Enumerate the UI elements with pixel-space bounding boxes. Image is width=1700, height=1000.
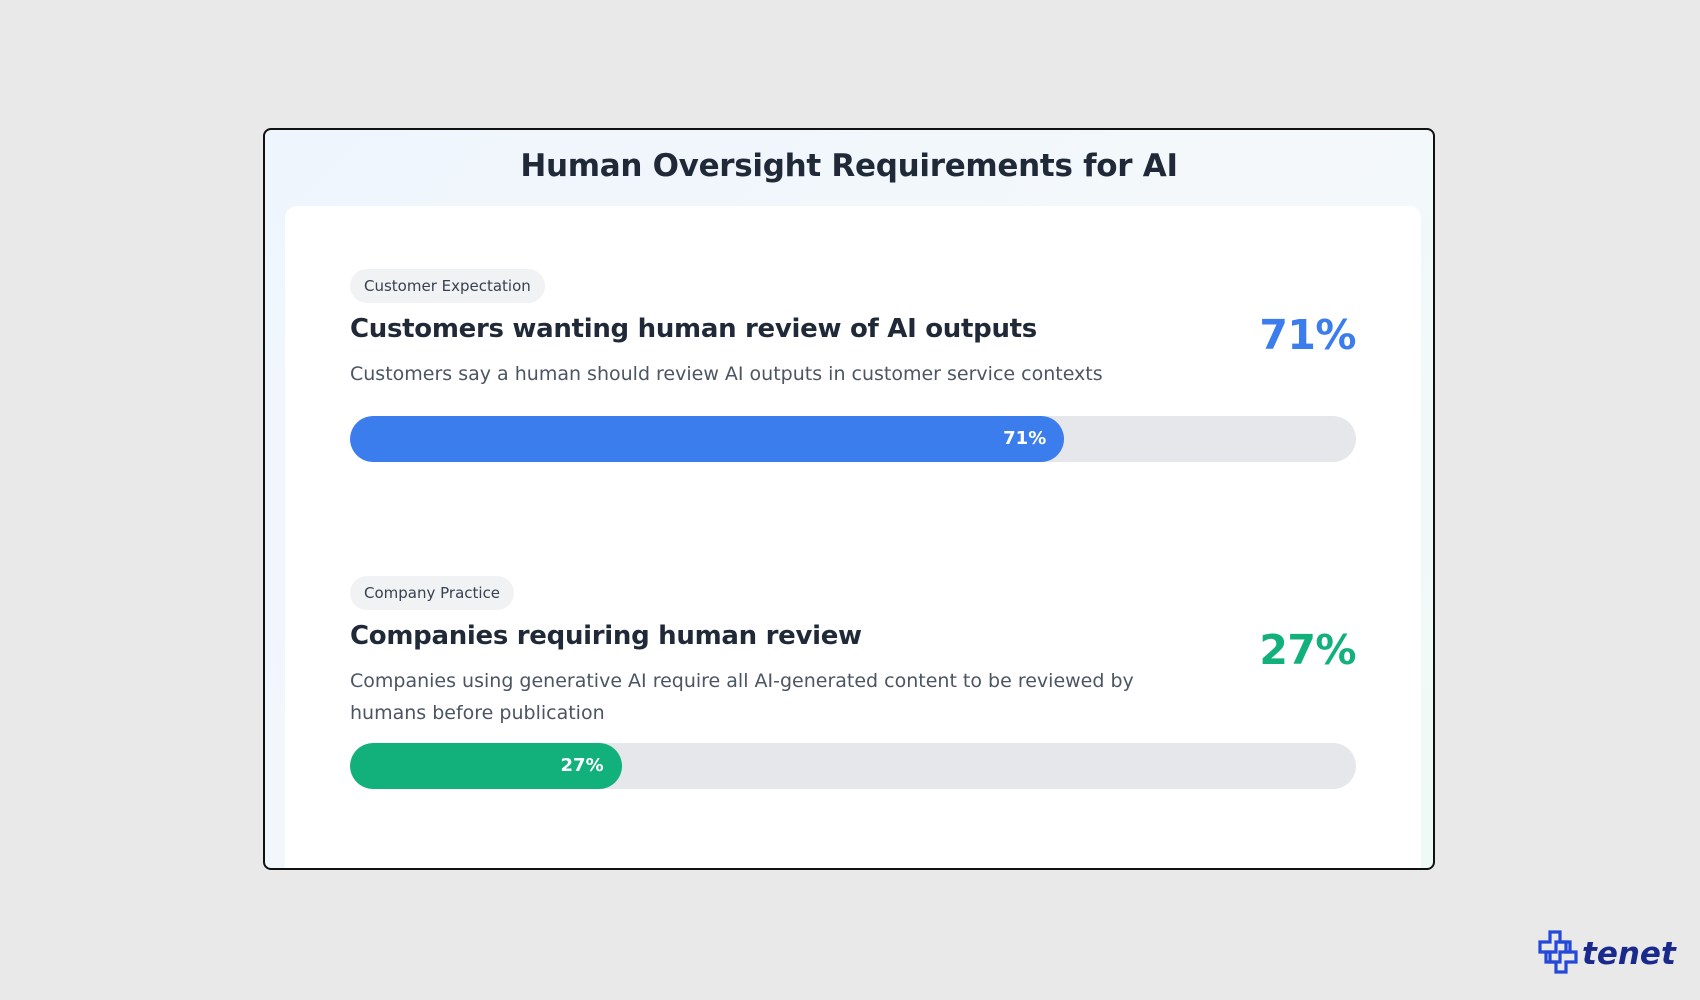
progress-bar-fill: 71%	[350, 416, 1065, 462]
logo-wordmark: tenet	[1582, 936, 1677, 972]
metric-value: 27%	[1259, 626, 1356, 674]
metric-card-customer-expectation: Customer Expectation Customers wanting h…	[350, 269, 1356, 462]
progress-bar-fill: 27%	[350, 743, 622, 789]
metric-description: Companies using generative AI require al…	[350, 670, 1134, 724]
page-title: Human Oversight Requirements for AI	[520, 148, 1178, 184]
progress-bar-label: 27%	[560, 755, 604, 776]
progress-bar-label: 71%	[1003, 428, 1047, 449]
metrics-panel: Customer Expectation Customers wanting h…	[285, 206, 1421, 868]
category-badge: Customer Expectation	[350, 269, 545, 303]
metric-title: Companies requiring human review	[350, 621, 862, 651]
tenet-cross-logo-icon: tenet	[1538, 930, 1677, 974]
metric-card-company-practice: Company Practice Companies requiring hum…	[350, 576, 1356, 789]
progress-track: 71%	[350, 416, 1356, 462]
metric-title: Customers wanting human review of AI out…	[350, 314, 1037, 344]
metric-value: 71%	[1259, 311, 1356, 359]
tenet-logo: tenet	[1530, 926, 1678, 986]
progress-track: 27%	[350, 743, 1356, 789]
chart-frame: Human Oversight Requirements for AI Cust…	[263, 128, 1435, 870]
category-badge: Company Practice	[350, 576, 515, 610]
metric-description: Customers say a human should review AI o…	[350, 363, 1103, 385]
